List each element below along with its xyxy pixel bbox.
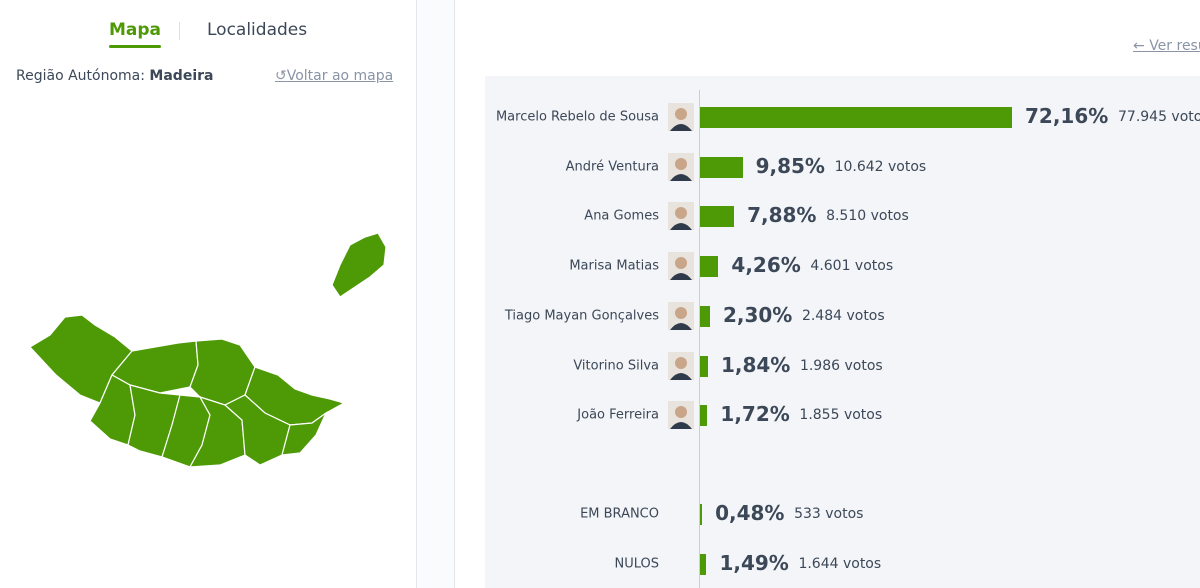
bar	[700, 206, 735, 228]
result-row: EM BRANCO 0,48% 533 votos	[485, 494, 1200, 534]
region-label: Região Autónoma:	[16, 68, 145, 84]
map	[29, 232, 387, 468]
map-regions[interactable]	[29, 232, 387, 468]
candidate-name: Ana Gomes	[584, 208, 659, 224]
bar	[700, 554, 707, 575]
percent-label: 1,84%	[720, 352, 791, 377]
result-row: NULOS 1,49% 1.644 votos	[485, 544, 1200, 584]
tab[interactable]: Localidades	[207, 20, 308, 40]
photo-icon	[668, 301, 694, 330]
candidate-photo	[668, 202, 694, 231]
candidate-name: João Ferreira	[577, 407, 659, 423]
photo-icon	[668, 202, 694, 231]
candidate-photo	[668, 401, 694, 430]
candidate-name: André Ventura	[565, 159, 659, 175]
bar	[700, 107, 1012, 128]
percent-label: 4,26%	[731, 253, 801, 278]
map-panel	[0, 0, 417, 588]
tab-separator	[179, 22, 180, 40]
divider	[417, 0, 455, 588]
candidate-photo	[668, 301, 694, 330]
bar	[700, 504, 703, 525]
back-link[interactable]: ↺Voltar ao mapa	[275, 68, 394, 84]
region-name: Madeira	[149, 68, 214, 84]
photo-icon	[668, 351, 694, 380]
back-link-text[interactable]: Voltar ao mapa	[286, 68, 394, 84]
votes-label: 77.945 votos	[1118, 109, 1200, 125]
results-link-text[interactable]: Ver resultados	[1149, 38, 1200, 54]
axis-line	[699, 90, 700, 588]
result-row: Vitorino Silva 1,84% 1.986 votos	[485, 346, 1200, 386]
result-row: Marcelo Rebelo de Sousa 72,16% 77.945 voto…	[485, 97, 1200, 137]
candidate-photo	[668, 103, 694, 131]
candidate-name: EM BRANCO	[580, 506, 659, 522]
bar	[700, 156, 743, 178]
votes-label: 1.855 votos	[799, 407, 883, 424]
photo-icon	[668, 401, 694, 430]
percent-label: 2,30%	[722, 302, 793, 327]
bar	[700, 256, 719, 278]
percent-label: 7,88%	[747, 203, 817, 228]
percent-label: 9,85%	[755, 153, 825, 178]
candidate-name: Marcelo Rebelo de Sousa	[495, 109, 659, 125]
candidate-photo	[668, 252, 694, 281]
result-row: Ana Gomes 7,88% 8.510 votos	[485, 196, 1200, 236]
votes-label: 10.642 votos	[834, 158, 927, 175]
percent-label: 1,72%	[720, 402, 790, 427]
percent-label: 1,49%	[719, 551, 789, 575]
candidate-name: Tiago Mayan Gonçalves	[504, 308, 659, 324]
tab[interactable]: Mapa	[109, 20, 162, 48]
candidate-name: NULOS	[614, 556, 659, 572]
votes-label: 4.601 votos	[810, 258, 894, 275]
candidate-name: Vitorino Silva	[573, 358, 659, 373]
region: Região Autónoma: Madeira	[16, 68, 213, 84]
votes-label: 8.510 votos	[826, 208, 909, 225]
candidate-name: Marisa Matias	[569, 258, 659, 274]
bar	[700, 355, 708, 377]
percent-label: 0,48%	[715, 501, 785, 525]
votes-label: 533 votos	[794, 506, 864, 522]
result-row: Tiago Mayan Gonçalves 2,30% 2.484 votos	[485, 296, 1200, 336]
photo-icon	[668, 252, 694, 281]
bar	[700, 405, 708, 427]
votes-label: 1.986 votos	[799, 357, 883, 374]
percent-label: 72,16%	[1025, 104, 1109, 128]
photo-icon	[668, 152, 694, 181]
photo-icon	[668, 103, 694, 131]
bar	[700, 305, 710, 327]
votes-label: 1.644 votos	[798, 556, 882, 572]
candidate-photo	[668, 152, 694, 181]
result-row: André Ventura 9,85% 10.642 votos	[485, 147, 1200, 187]
candidate-photo	[668, 351, 694, 380]
votes-label: 2.484 votos	[801, 307, 885, 324]
result-row: Marisa Matias 4,26% 4.601 votos	[485, 246, 1200, 286]
result-row: João Ferreira 1,72% 1.855 votos	[485, 395, 1200, 435]
results-link[interactable]: ← Ver resultados	[1133, 38, 1200, 54]
results-panel	[485, 76, 1200, 588]
